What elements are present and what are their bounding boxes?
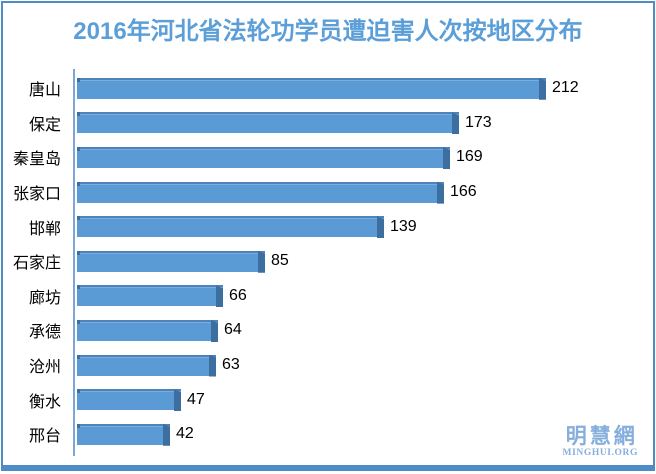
bar-track: 63 (73, 354, 656, 376)
bar (77, 146, 450, 168)
value-label: 212 (552, 79, 579, 97)
bar (77, 319, 218, 341)
category-label: 衡水 (28, 393, 61, 411)
bar-row: 沧州 63 (0, 348, 656, 383)
value-label: 166 (450, 183, 477, 201)
category-label: 邯郸 (28, 220, 61, 238)
watermark-cjk-text: 明慧網 (565, 424, 638, 448)
bar-row: 邯郸 139 (0, 209, 656, 244)
bar-track: 66 (73, 285, 656, 307)
bar-row: 秦皇岛 169 (0, 140, 656, 175)
bar-row: 唐山 212 (0, 71, 656, 106)
category-label: 保定 (28, 116, 61, 134)
category-label: 沧州 (28, 359, 61, 377)
bar (77, 389, 181, 411)
category-label: 承德 (28, 324, 61, 342)
bar-track: 47 (73, 389, 656, 411)
bar-track: 85 (73, 250, 656, 272)
category-label: 邢台 (28, 428, 61, 446)
value-label: 169 (456, 148, 483, 166)
watermark-latin-text: MINGHUI.ORG (562, 447, 638, 458)
bar (77, 250, 265, 272)
bar-track: 169 (73, 146, 656, 168)
bar-row: 承德 64 (0, 313, 656, 348)
bar-row: 张家口 166 (0, 175, 656, 210)
bar-track: 42 (73, 423, 656, 445)
bar-track: 166 (73, 181, 656, 203)
bar-row: 石家庄 85 (0, 244, 656, 279)
bar-row: 廊坊 66 (0, 279, 656, 314)
bar-track: 212 (73, 77, 656, 99)
bar-track: 173 (73, 112, 656, 134)
value-label: 85 (271, 252, 289, 270)
value-label: 42 (176, 425, 194, 443)
bar-chart: 唐山 212 保定 173 秦皇岛 169 张家口 166 邯郸 139 石家庄 85 廊坊 66 承德 64… (0, 71, 656, 452)
value-label: 63 (222, 356, 240, 374)
bar (77, 181, 444, 203)
value-label: 173 (465, 113, 492, 131)
bar (77, 77, 546, 99)
bar-track: 64 (73, 319, 656, 341)
category-label: 廊坊 (28, 289, 61, 307)
chart-title: 2016年河北省法轮功学员遭迫害人次按地区分布 (73, 18, 583, 45)
value-label: 139 (390, 217, 417, 235)
bar (77, 423, 170, 445)
category-label: 石家庄 (12, 255, 61, 273)
bar (77, 285, 223, 307)
category-label: 唐山 (28, 82, 61, 100)
y-axis-line (73, 69, 75, 456)
bar (77, 112, 459, 134)
value-label: 64 (224, 321, 242, 339)
value-label: 47 (187, 390, 205, 408)
value-label: 66 (229, 286, 247, 304)
category-label: 秦皇岛 (12, 151, 61, 169)
category-label: 张家口 (12, 186, 61, 204)
bar (77, 216, 384, 238)
bar-row: 邢台 42 (0, 417, 656, 452)
minghui-watermark: 明慧網 MINGHUI.ORG (563, 426, 638, 459)
bar-row: 衡水 47 (0, 382, 656, 417)
bar-track: 139 (73, 216, 656, 238)
bar-row: 保定 173 (0, 106, 656, 141)
bar (77, 354, 216, 376)
